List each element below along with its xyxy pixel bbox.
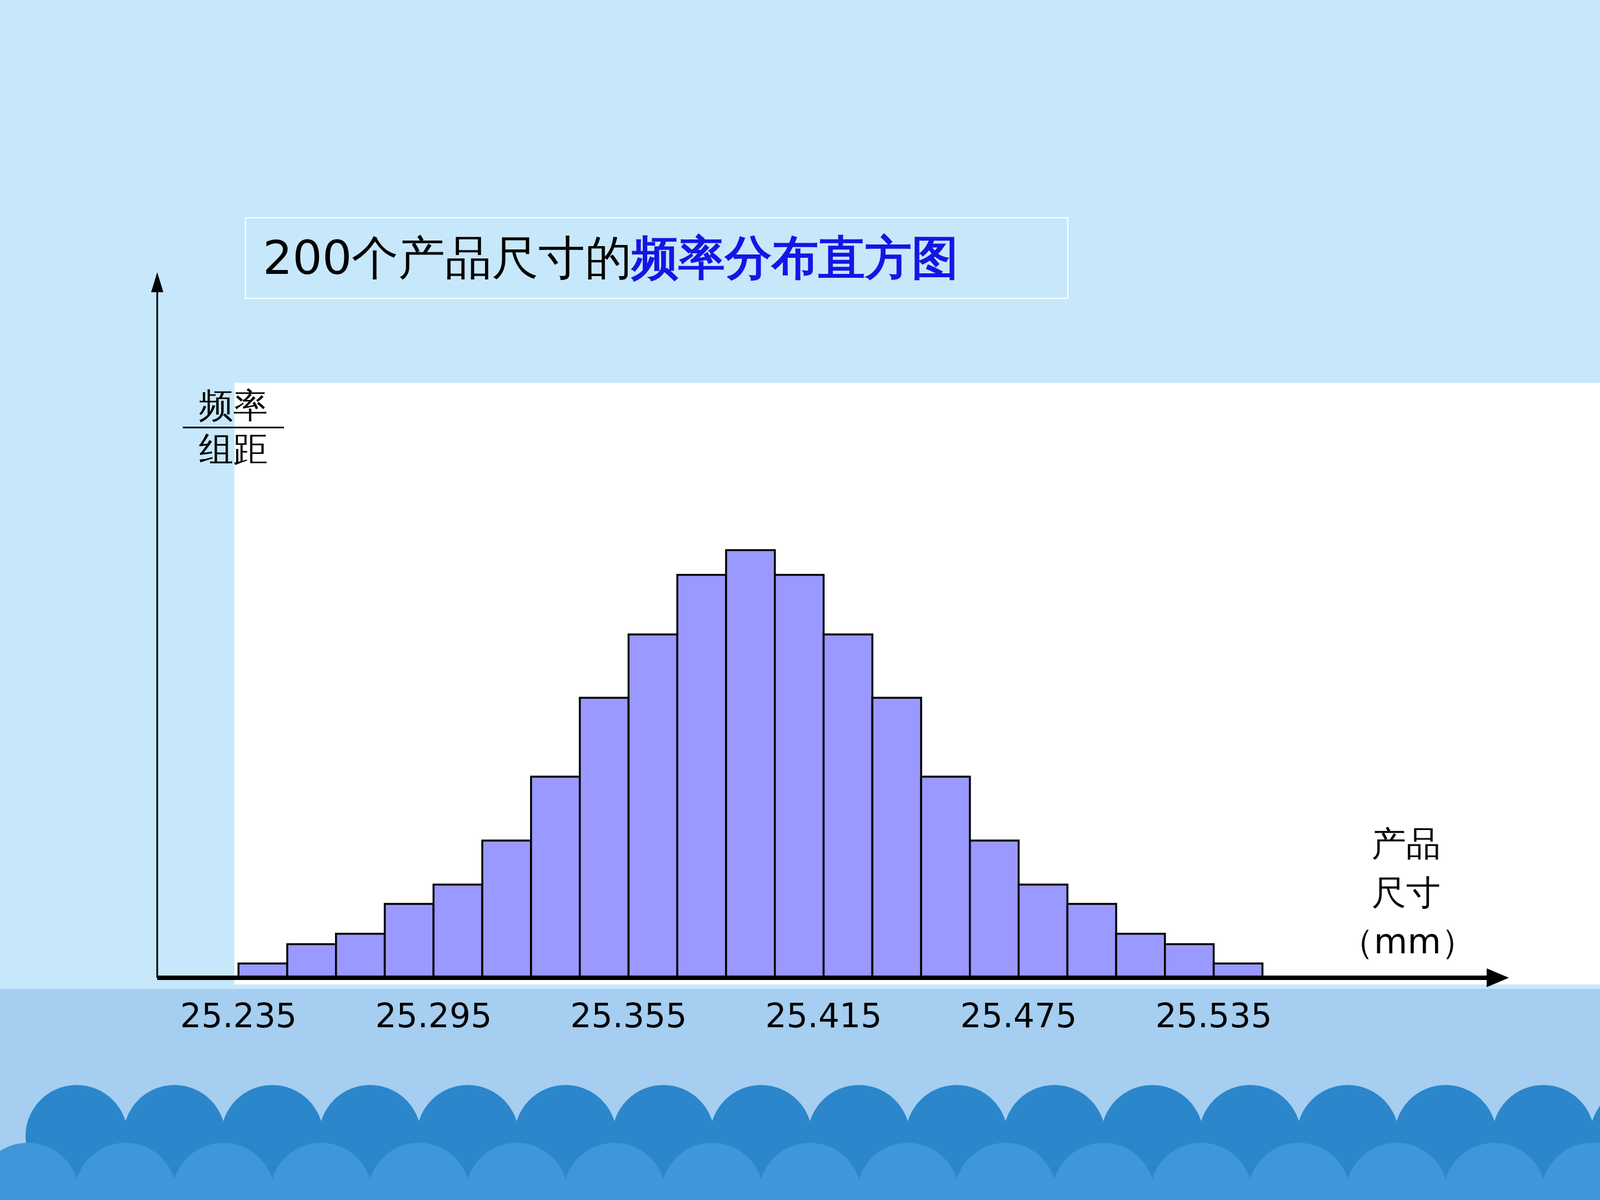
html-text:尺寸: 尺寸 [1371, 872, 1441, 913]
svg-text:25.475: 25.475 [960, 996, 1078, 1035]
html-text:200个产品尺寸的频率分布直方图: 200个产品尺寸的频率分布直方图 [262, 230, 959, 285]
svg-text:25.535: 25.535 [1155, 996, 1273, 1035]
svg-text:25.235: 25.235 [180, 996, 297, 1035]
svg-text:25.415: 25.415 [765, 996, 883, 1035]
html-text:频率: 频率 [198, 385, 268, 426]
svg-text:25.355: 25.355 [570, 996, 687, 1035]
html-text:组距: 组距 [198, 428, 268, 470]
html-text:产品: 产品 [1371, 823, 1441, 864]
html-text:（mm）: （mm） [1339, 921, 1476, 962]
svg-text:25.295: 25.295 [375, 996, 492, 1035]
